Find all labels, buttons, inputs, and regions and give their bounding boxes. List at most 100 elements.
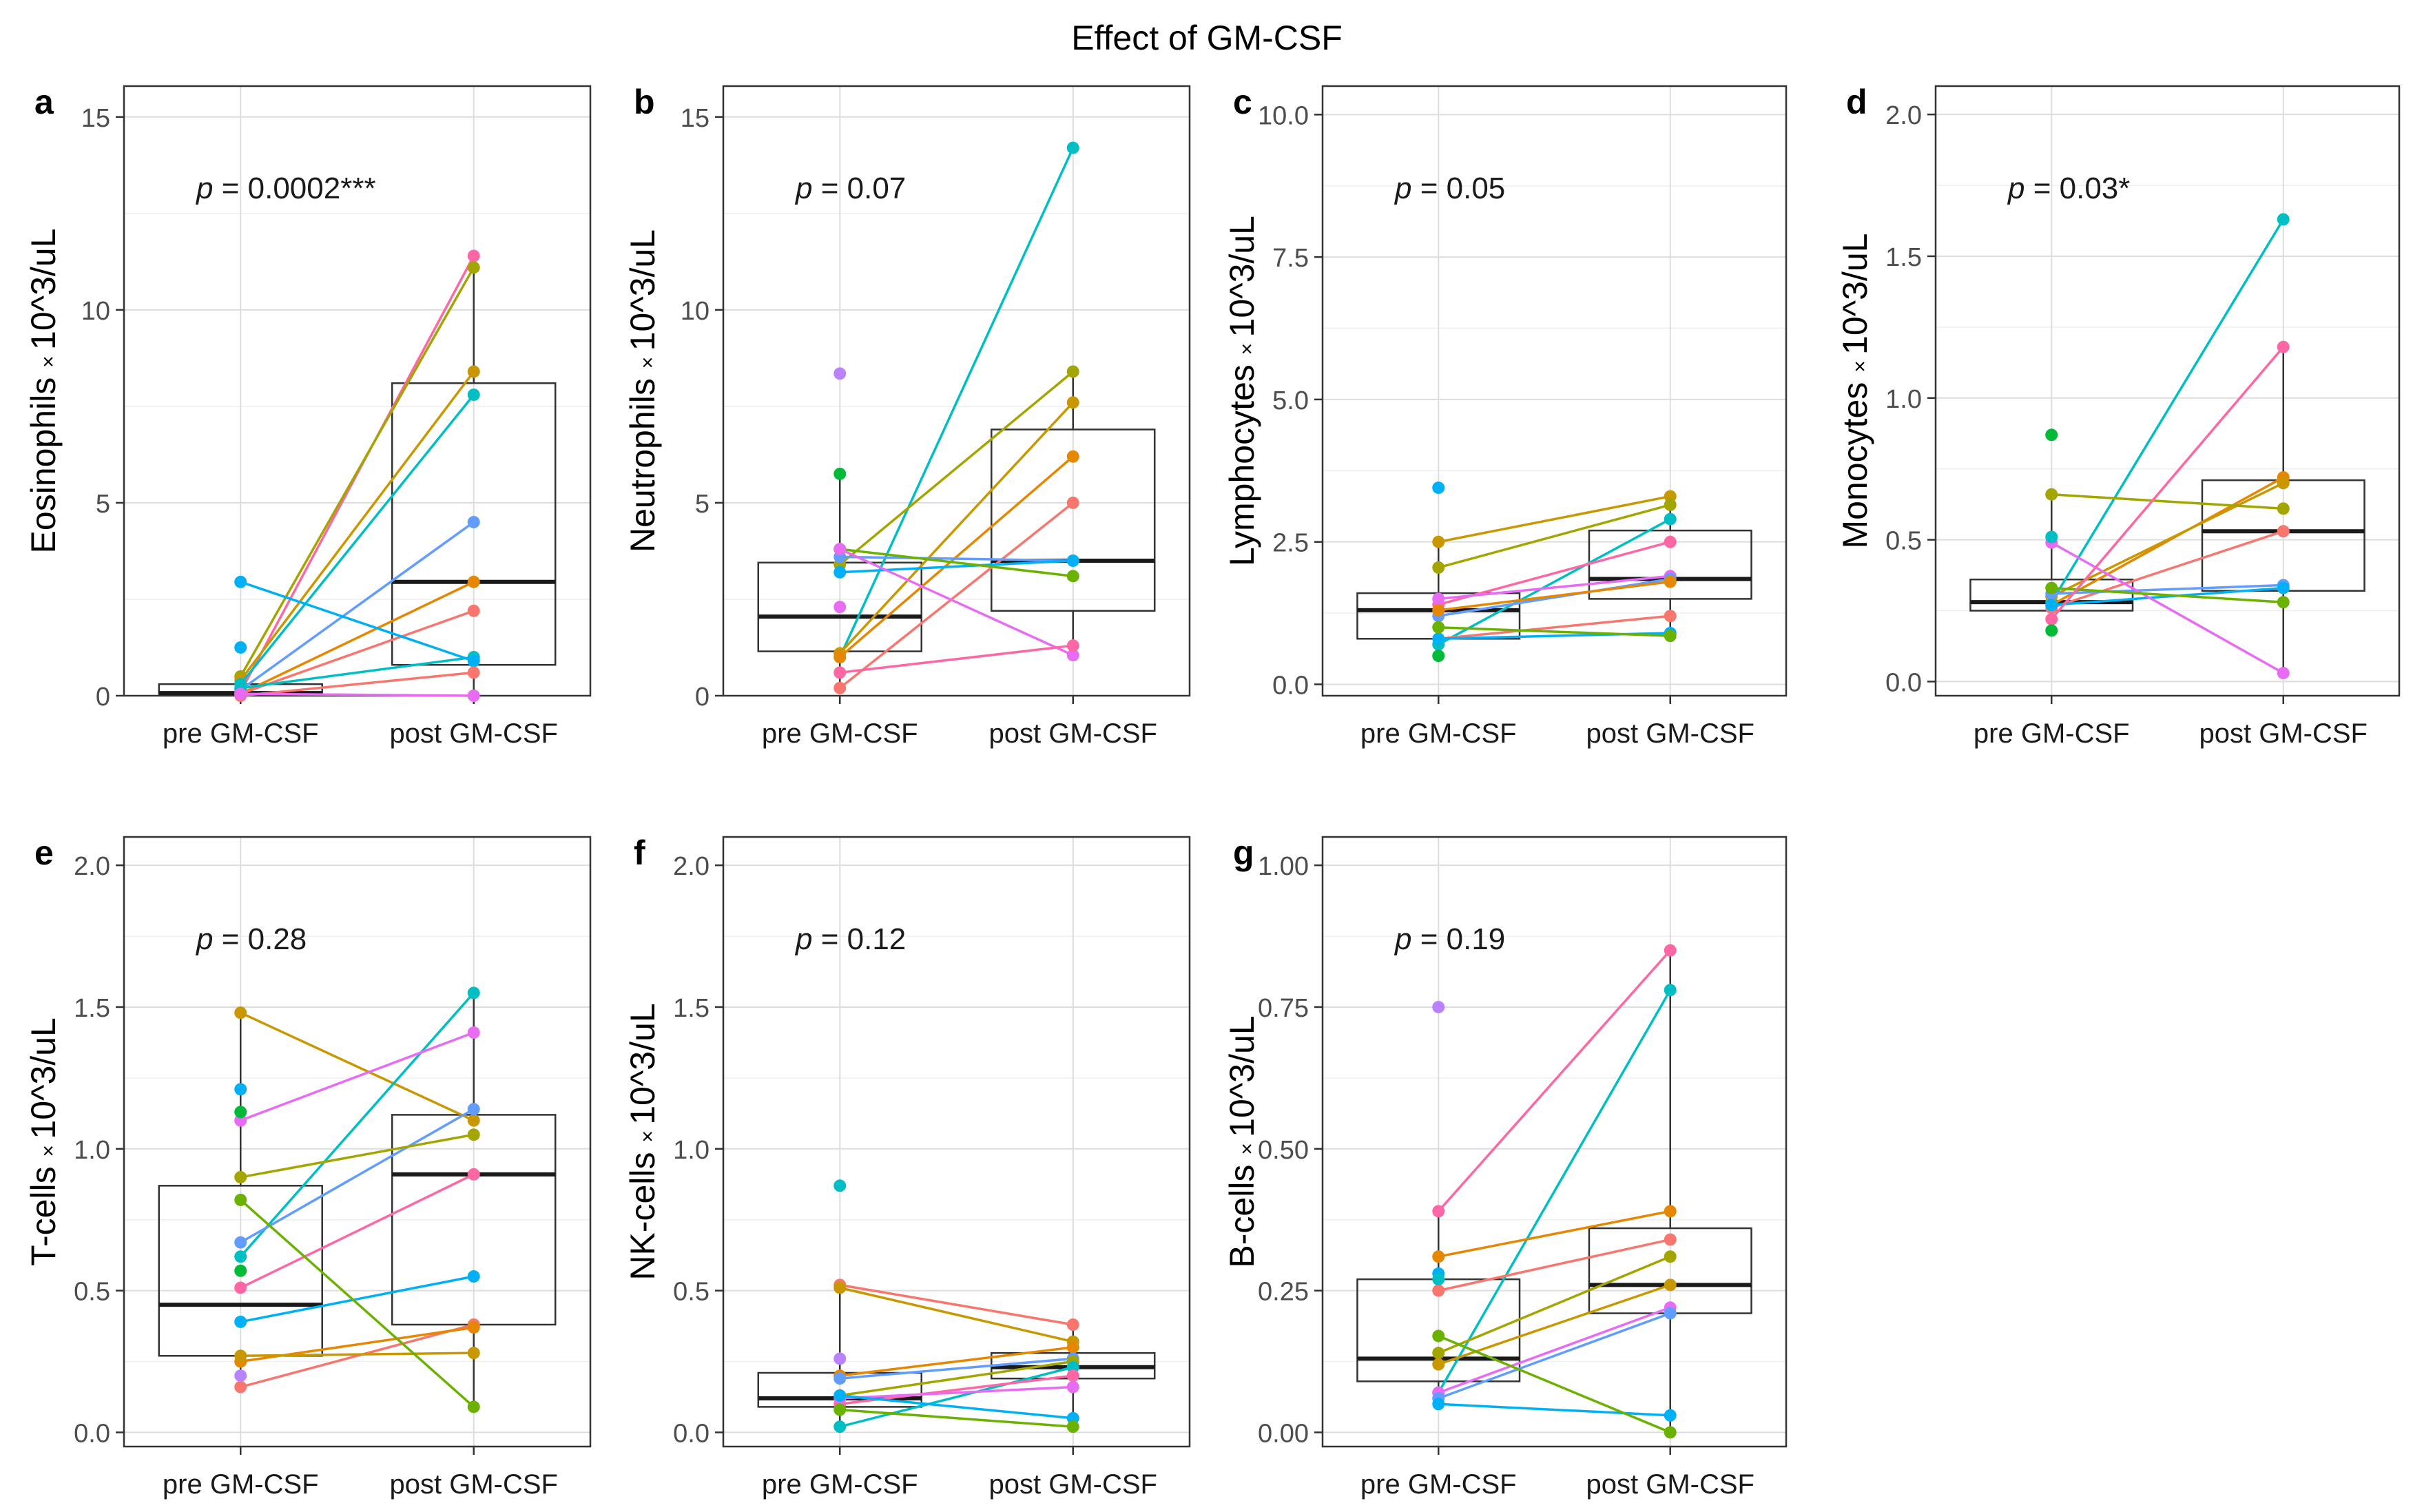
point-pre <box>833 367 847 380</box>
pair-line <box>240 610 475 695</box>
pair-line <box>840 644 1073 674</box>
panel-d: 0.0 0.5 1.0 1.5 2.0 pre GM-CSF post GM-CSF Mono… <box>1836 83 2401 749</box>
point-post <box>1664 512 1677 526</box>
point-post <box>2277 581 2290 594</box>
p-value-label: p = 0.03* <box>2007 172 2130 205</box>
point-post <box>467 575 480 588</box>
point-post <box>1664 1278 1677 1292</box>
point-pre <box>1432 535 1445 548</box>
pair-line <box>839 548 1074 656</box>
point-post <box>467 1026 480 1039</box>
point-pre <box>1432 1358 1445 1371</box>
point-pre <box>2045 581 2058 594</box>
y-tick-label: 0.0 <box>74 1419 110 1448</box>
pair-line <box>240 581 475 663</box>
x-tick-label: pre GM-CSF <box>762 1469 918 1500</box>
point-post <box>1066 1340 1079 1354</box>
panel-label: e <box>34 833 54 872</box>
point-pre <box>1432 1398 1445 1411</box>
point-pre <box>1432 592 1445 605</box>
pair-line <box>2051 583 2283 595</box>
pair-line <box>840 548 1073 578</box>
point-pre <box>833 1179 847 1192</box>
pair-line <box>838 402 1075 654</box>
point-post <box>1664 575 1677 588</box>
panel-frame <box>1934 85 2401 697</box>
panel-a: 0 5 10 15 pre GM-CSF post GM-CSF Eosinophils ×… <box>24 83 592 749</box>
x-tick-label: post GM-CSF <box>989 1469 1157 1500</box>
y-tick-label: 0.0 <box>1272 671 1309 700</box>
point-pre <box>833 650 847 663</box>
point-post <box>467 1128 480 1141</box>
y-tick-label: 0.50 <box>1258 1136 1309 1165</box>
point-post <box>2277 340 2290 353</box>
point-pre <box>234 1114 247 1127</box>
pair-line <box>1438 504 1671 569</box>
p-value-label: p = 0.19 <box>1394 922 1505 956</box>
pair-line <box>240 1352 474 1358</box>
p-value-label: p = 0.28 <box>195 922 307 956</box>
point-post <box>1664 984 1677 997</box>
x-tick-label: pre GM-CSF <box>1974 718 2130 749</box>
p-value-label: p = 0.12 <box>794 922 906 956</box>
y-tick-label: 1.5 <box>673 994 710 1023</box>
point-post <box>2277 502 2290 515</box>
pair-line <box>1437 949 1672 1212</box>
x-tick-label: post GM-CSF <box>1586 718 1754 749</box>
point-pre <box>2045 488 2058 501</box>
point-pre <box>234 641 247 654</box>
point-post <box>1066 365 1079 378</box>
point-pre <box>833 666 847 679</box>
x-tick-label: pre GM-CSF <box>1360 1469 1517 1500</box>
point-post <box>1664 1426 1677 1439</box>
y-tick-label: 2.0 <box>1885 101 1922 130</box>
point-pre <box>234 1349 247 1363</box>
y-tick-label: 1.5 <box>74 994 110 1023</box>
point-post <box>1066 570 1079 583</box>
x-tick-label: post GM-CSF <box>390 718 558 749</box>
pair-line <box>1438 1238 1671 1292</box>
point-pre <box>833 467 847 480</box>
point-post <box>1664 630 1677 643</box>
point-pre <box>833 681 847 694</box>
point-post <box>1664 1233 1677 1246</box>
point-pre <box>1432 1329 1445 1343</box>
pair-line <box>839 1286 1074 1343</box>
y-axis-title: Lymphocytes × 10^3/uL <box>1223 216 1261 566</box>
y-tick-label: 15 <box>681 104 710 133</box>
y-axis-title: Monocytes × 10^3/uL <box>1836 234 1874 549</box>
y-tick-label: 0.0 <box>673 1419 710 1448</box>
p-value-label: p = 0.07 <box>794 172 906 205</box>
point-pre <box>2045 624 2058 637</box>
pair-line <box>240 1199 475 1408</box>
point-pre <box>1432 1250 1445 1263</box>
pair-line <box>840 1346 1073 1377</box>
point-pre <box>1432 1205 1445 1218</box>
y-tick-label: 1.0 <box>1885 385 1922 414</box>
y-tick-label: 1.0 <box>673 1136 710 1165</box>
pair-line <box>839 501 1074 690</box>
point-post <box>2277 667 2290 680</box>
pair-line <box>1438 614 1670 641</box>
point-post <box>1066 1318 1079 1331</box>
pair-line <box>1438 1402 1670 1417</box>
point-post <box>467 261 480 274</box>
point-post <box>1066 554 1079 567</box>
pair-line <box>840 1357 1073 1380</box>
panel-g: 0.00 0.25 0.50 0.75 1.00 pre GM-CSF post GM-CS… <box>1223 833 1788 1500</box>
point-pre <box>234 1170 247 1183</box>
pair-line <box>840 559 1073 574</box>
pair-line <box>2050 218 2285 603</box>
point-pre <box>234 1315 247 1328</box>
point-pre <box>833 601 847 614</box>
y-tick-label: 10.0 <box>1258 101 1309 130</box>
x-tick-label: pre GM-CSF <box>1360 718 1517 749</box>
y-tick-label: 0.75 <box>1258 994 1309 1023</box>
point-pre <box>833 1389 847 1402</box>
point-post <box>1066 1380 1079 1394</box>
pair-line <box>1438 1283 1671 1366</box>
panel-frame <box>1321 85 1788 697</box>
point-pre <box>833 543 847 556</box>
pair-line <box>2051 481 2284 598</box>
point-pre <box>1432 481 1445 495</box>
